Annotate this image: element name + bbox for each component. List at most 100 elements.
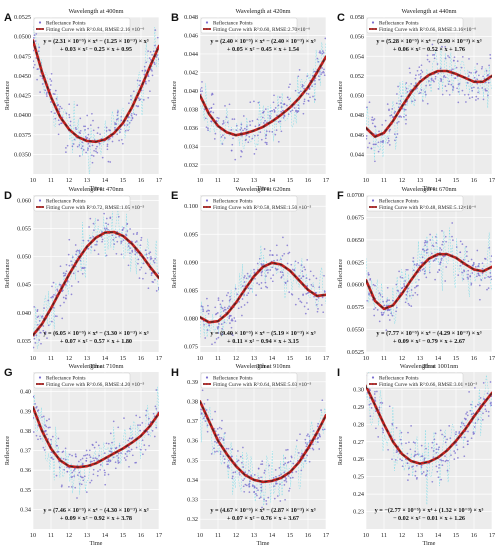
reflectance-point <box>487 415 490 417</box>
reflectance-point <box>55 444 58 447</box>
reflectance-point <box>224 432 226 434</box>
x-axis-label: Time <box>257 540 270 547</box>
reflectance-point <box>381 295 384 298</box>
reflectance-point <box>36 78 38 81</box>
reflectance-point <box>481 66 484 68</box>
y-tick-label: 0.090 <box>184 259 198 266</box>
reflectance-point <box>93 446 96 449</box>
reflectance-point <box>142 453 144 456</box>
x-tick-label: 17 <box>323 355 329 362</box>
reflectance-point <box>85 151 87 154</box>
reflectance-point <box>481 418 484 421</box>
reflectance-point <box>381 124 384 126</box>
reflectance-point <box>297 297 300 300</box>
reflectance-point <box>126 119 129 122</box>
reflectance-point <box>95 441 98 444</box>
chart-title: Wavelength at 1001nm <box>400 363 458 370</box>
reflectance-point <box>104 483 107 486</box>
reflectance-point <box>222 310 225 312</box>
reflectance-point <box>139 448 142 451</box>
reflectance-point <box>300 469 303 472</box>
reflectance-point <box>38 46 41 49</box>
reflectance-point <box>303 98 306 101</box>
reflectance-point <box>440 80 442 82</box>
y-tick-label: 0.054 <box>350 53 364 60</box>
equation-line-1: y = (4.67 × 10⁻⁵) × x⁴ − (2.87 × 10⁻³) ×… <box>210 507 315 514</box>
reflectance-point <box>260 476 262 479</box>
reflectance-point <box>147 75 150 78</box>
reflectance-point <box>436 63 439 65</box>
reflectance-point <box>143 444 146 446</box>
reflectance-point <box>417 453 419 455</box>
reflectance-point <box>412 294 414 297</box>
equation-line-1: y = (5.28 × 10⁻⁵) × x⁴ − (2.90 × 10⁻³) ×… <box>376 38 481 45</box>
reflectance-point <box>488 64 490 67</box>
reflectance-point <box>280 276 283 278</box>
reflectance-point <box>221 327 223 330</box>
reflectance-point <box>389 308 391 311</box>
reflectance-point <box>276 259 279 261</box>
reflectance-point <box>374 284 376 287</box>
panel-letter: I <box>337 367 340 379</box>
reflectance-point <box>137 262 139 265</box>
y-axis-label: Reflectance <box>337 436 344 465</box>
reflectance-point <box>149 251 152 254</box>
reflectance-point <box>283 471 286 474</box>
reflectance-point <box>280 106 283 108</box>
x-tick-label: 12 <box>66 177 72 184</box>
reflectance-point <box>303 100 306 103</box>
reflectance-point <box>107 223 110 226</box>
x-tick-label: 14 <box>102 177 108 184</box>
reflectance-point <box>301 270 304 273</box>
reflectance-point <box>400 442 403 445</box>
reflectance-point <box>254 125 257 128</box>
reflectance-point <box>97 253 100 255</box>
reflectance-point <box>304 312 307 315</box>
reflectance-point <box>478 284 481 287</box>
reflectance-point <box>306 75 309 77</box>
reflectance-point <box>444 280 447 282</box>
equation-line-1: y = (6.05 × 10⁻⁵) × x⁴ − (3.30 × 10⁻³) ×… <box>43 330 148 337</box>
reflectance-point <box>473 426 476 428</box>
reflectance-point <box>138 277 141 279</box>
reflectance-point <box>462 422 465 425</box>
reflectance-point <box>145 82 147 85</box>
reflectance-point <box>215 441 218 444</box>
reflectance-point <box>235 124 238 127</box>
reflectance-point <box>468 391 470 393</box>
reflectance-point <box>53 93 56 95</box>
reflectance-point <box>142 262 145 265</box>
reflectance-point <box>117 118 119 120</box>
reflectance-point <box>206 424 209 427</box>
reflectance-point <box>440 249 443 251</box>
reflectance-point <box>62 457 65 460</box>
reflectance-point <box>205 310 208 313</box>
x-tick-label: 14 <box>269 532 275 539</box>
reflectance-point <box>130 114 133 117</box>
reflectance-point <box>105 126 108 129</box>
reflectance-point <box>105 222 107 225</box>
reflectance-point <box>422 100 424 102</box>
reflectance-point <box>465 413 467 415</box>
reflectance-point <box>371 116 374 119</box>
reflectance-point <box>445 266 448 268</box>
reflectance-point <box>104 229 107 231</box>
reflectance-point <box>434 75 437 78</box>
reflectance-point <box>151 70 153 72</box>
legend-marker-points <box>38 199 42 202</box>
reflectance-point <box>385 329 388 331</box>
y-tick-label: 0.0550 <box>347 327 364 334</box>
reflectance-point <box>366 135 368 137</box>
reflectance-point <box>131 251 134 253</box>
reflectance-point <box>444 85 447 87</box>
reflectance-point <box>235 129 238 132</box>
reflectance-point <box>297 107 300 110</box>
reflectance-point <box>35 406 38 408</box>
reflectance-point <box>99 468 101 471</box>
reflectance-point <box>105 227 108 230</box>
reflectance-point <box>92 155 95 157</box>
reflectance-point <box>276 495 279 497</box>
reflectance-point <box>304 460 307 462</box>
